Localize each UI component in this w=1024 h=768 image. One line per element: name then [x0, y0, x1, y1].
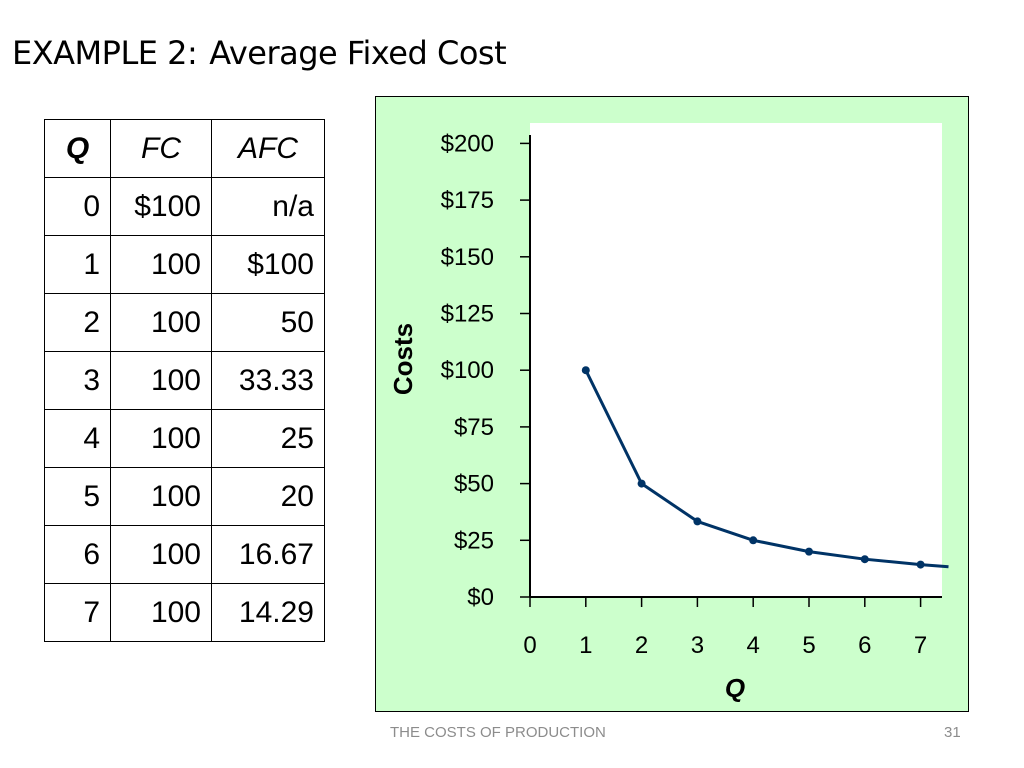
table-cell-fc: 100	[110, 583, 212, 642]
x-tick-label: 7	[914, 632, 927, 659]
slide-title: EXAMPLE 2: Average Fixed Cost	[12, 34, 507, 72]
table-cell-fc: 100	[110, 293, 212, 352]
table-cell-q: 5	[44, 467, 111, 526]
table-row: 6 100 16.67	[44, 525, 325, 584]
plot-area	[530, 123, 942, 597]
y-tick-label: $150	[441, 244, 494, 271]
table-row: 2 100 50	[44, 293, 325, 352]
table-cell-fc: 100	[110, 235, 212, 294]
x-tick-label: 3	[691, 632, 704, 659]
y-axis-title: Costs	[388, 323, 418, 395]
table-cell-afc: 20	[211, 467, 325, 526]
table-row: 7 100 14.29	[44, 583, 325, 642]
footer-title: THE COSTS OF PRODUCTION	[390, 724, 606, 741]
chart-panel: $0 $25 $50 $75 $100 $125 $150 $175 $200 0 1 2 3 4 5 6 7 Q…	[375, 96, 969, 712]
table-cell-afc: 25	[211, 409, 325, 468]
table-cell-q: 3	[44, 351, 111, 410]
y-tick-label: $200	[441, 130, 494, 157]
table-cell-afc: 50	[211, 293, 325, 352]
y-tick-label: $25	[454, 527, 494, 554]
x-tick-label: 6	[858, 632, 871, 659]
table-cell-afc: $100	[211, 235, 325, 294]
table-cell-q: 2	[44, 293, 111, 352]
x-axis-title: Q	[725, 673, 745, 703]
table-row: 3 100 33.33	[44, 351, 325, 410]
table-cell-q: 6	[44, 525, 111, 584]
table-row: 4 100 25	[44, 409, 325, 468]
table-cell-q: 4	[44, 409, 111, 468]
y-tick-label: $175	[441, 187, 494, 214]
table-cell-q: 0	[44, 177, 111, 236]
column-header-afc: AFC	[211, 119, 325, 178]
data-point	[860, 555, 869, 564]
column-header-fc: FC	[110, 119, 212, 178]
y-tick-label: $125	[441, 301, 494, 328]
page-number: 31	[944, 724, 961, 741]
table-cell-fc: 100	[110, 467, 212, 526]
x-tick-label: 0	[523, 632, 536, 659]
table-cell-q: 7	[44, 583, 111, 642]
column-header-q: Q	[44, 119, 111, 178]
x-tick-label: 1	[579, 632, 592, 659]
data-point	[916, 560, 925, 569]
x-tick-label: 5	[802, 632, 815, 659]
x-tick-label: 2	[635, 632, 648, 659]
y-tick-label: $0	[467, 584, 494, 611]
table-cell-afc: 14.29	[211, 583, 325, 642]
y-tick-label: $100	[441, 357, 494, 384]
table-header-row: Q FC AFC	[44, 119, 325, 178]
table-row: 5 100 20	[44, 467, 325, 526]
table-cell-fc: $100	[110, 177, 212, 236]
y-tick-label: $50	[454, 471, 494, 498]
table-cell-fc: 100	[110, 525, 212, 584]
slide-title-label: EXAMPLE 2:	[12, 34, 198, 72]
table-cell-fc: 100	[110, 409, 212, 468]
table-row: 1 100 $100	[44, 235, 325, 294]
data-point	[637, 479, 646, 488]
table-cell-q: 1	[44, 235, 111, 294]
afc-chart: $0 $25 $50 $75 $100 $125 $150 $175 $200 0 1 2 3 4 5 6 7 Q…	[388, 123, 949, 703]
table-cell-afc: 16.67	[211, 525, 325, 584]
afc-curve	[584, 369, 949, 569]
data-point	[693, 517, 702, 526]
data-point	[749, 536, 758, 545]
y-tick-label: $75	[454, 414, 494, 441]
table-row: 0 $100 n/a	[44, 177, 325, 236]
cost-table: Q FC AFC 0 $100 n/a 1 100 $100 2 100 50 3 100 33…	[44, 119, 325, 642]
data-point	[581, 366, 590, 375]
slide-title-subject: Average Fixed Cost	[209, 34, 507, 72]
data-point	[805, 547, 813, 556]
table-cell-afc: 33.33	[211, 351, 325, 410]
table-cell-afc: n/a	[211, 177, 325, 236]
x-tick-label: 4	[747, 632, 760, 659]
table-cell-fc: 100	[110, 351, 212, 410]
